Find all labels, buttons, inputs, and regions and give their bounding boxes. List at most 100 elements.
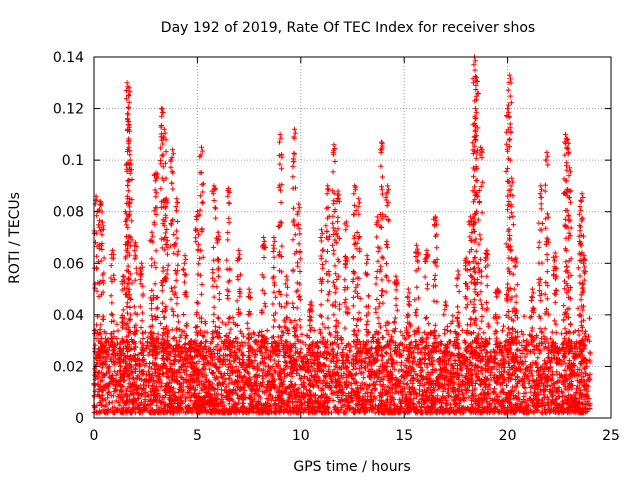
data-point <box>193 329 199 335</box>
data-point <box>484 390 491 396</box>
data-point <box>495 397 501 403</box>
data-point <box>437 366 443 372</box>
data-point <box>396 377 402 383</box>
data-point <box>114 408 120 414</box>
data-point <box>472 385 478 391</box>
data-point <box>387 380 393 386</box>
data-point <box>103 339 109 345</box>
data-point <box>98 339 104 345</box>
data-point <box>388 346 394 352</box>
data-point <box>541 333 547 339</box>
data-point <box>241 352 247 358</box>
data-point <box>239 363 245 369</box>
data-point <box>438 367 444 373</box>
data-point <box>365 368 371 374</box>
data-point <box>501 357 507 363</box>
data-point <box>406 345 413 352</box>
data-point <box>515 379 521 385</box>
data-point <box>388 356 394 362</box>
data-point <box>567 372 573 378</box>
data-point <box>117 368 123 374</box>
data-point <box>377 371 383 377</box>
data-point <box>521 313 527 319</box>
data-point <box>335 370 341 376</box>
data-point <box>117 378 123 384</box>
data-point <box>431 387 437 393</box>
data-point <box>527 315 533 321</box>
data-point <box>183 360 189 366</box>
data-point <box>98 402 104 408</box>
data-point <box>273 397 279 404</box>
data-point <box>391 396 397 402</box>
data-point <box>549 329 555 335</box>
data-point <box>254 362 260 368</box>
data-point <box>272 384 278 390</box>
chart-title: Day 192 of 2019, Rate Of TEC Index for r… <box>161 20 535 36</box>
data-point <box>509 331 515 337</box>
data-point <box>212 354 218 360</box>
data-point <box>219 319 225 325</box>
data-point <box>428 361 434 367</box>
data-point <box>152 313 158 320</box>
data-point <box>361 375 367 381</box>
data-point <box>439 359 446 365</box>
data-point <box>113 383 119 389</box>
data-point <box>517 354 523 360</box>
data-point <box>296 372 302 378</box>
data-point <box>230 398 236 404</box>
data-point <box>350 366 356 372</box>
data-point <box>248 386 254 392</box>
data-point <box>102 336 108 342</box>
data-point <box>92 404 98 410</box>
data-point <box>287 317 293 323</box>
data-point <box>450 313 456 319</box>
data-point <box>403 336 409 342</box>
data-point <box>318 380 324 386</box>
data-point <box>240 410 247 416</box>
data-point <box>125 355 131 361</box>
data-point <box>392 401 398 407</box>
data-point <box>164 380 170 386</box>
data-point <box>129 369 135 375</box>
data-point <box>381 374 387 380</box>
data-point <box>387 393 393 399</box>
data-point <box>149 365 155 371</box>
data-point <box>366 358 372 364</box>
data-point <box>405 358 411 364</box>
data-point <box>254 348 260 354</box>
data-point <box>514 374 520 380</box>
data-point <box>393 375 399 381</box>
data-point <box>442 395 449 401</box>
data-point <box>362 355 368 361</box>
data-point <box>297 376 303 382</box>
data-point <box>383 322 389 328</box>
data-point <box>349 386 355 392</box>
data-point <box>461 382 467 388</box>
data-point <box>465 394 471 400</box>
data-point <box>426 375 433 382</box>
data-point <box>554 379 560 385</box>
data-point <box>418 380 424 386</box>
data-point <box>217 359 223 365</box>
data-point <box>256 329 262 335</box>
data-point <box>114 321 120 327</box>
data-point <box>335 394 341 401</box>
data-point <box>102 403 108 410</box>
data-point <box>164 351 170 357</box>
data-point <box>117 402 123 408</box>
data-point <box>447 329 454 335</box>
data-point <box>459 373 465 379</box>
data-point <box>387 351 394 357</box>
data-point <box>217 353 223 359</box>
data-point <box>174 373 180 379</box>
data-point <box>486 382 493 388</box>
data-point <box>226 375 232 381</box>
data-point <box>145 334 151 340</box>
data-point <box>220 352 226 358</box>
data-point <box>212 377 218 383</box>
data-point <box>213 374 219 380</box>
data-point <box>356 366 362 372</box>
data-point <box>574 389 580 395</box>
data-point <box>98 370 104 376</box>
